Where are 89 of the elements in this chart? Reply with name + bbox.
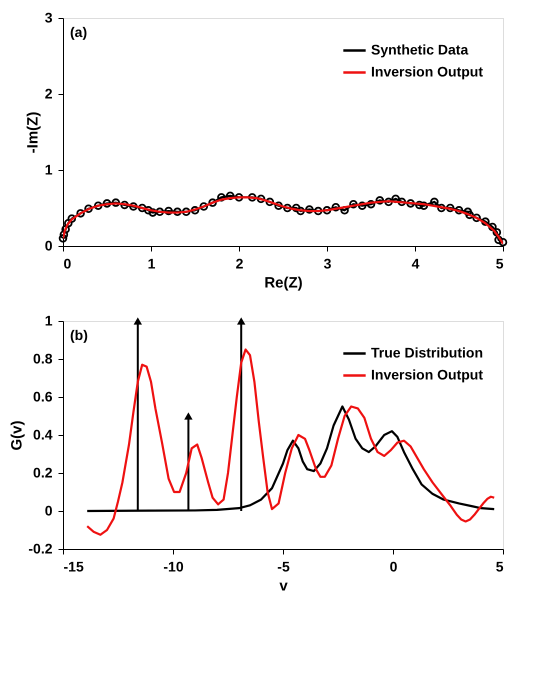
y-tick-label: 0 (44, 238, 53, 254)
x-tick-label: -10 (163, 558, 184, 574)
legend-label: Inversion Output (371, 366, 484, 382)
point (454, 206, 464, 215)
point (349, 200, 358, 208)
y-tick-label: -0.2 (28, 540, 53, 556)
point (481, 217, 490, 226)
x-tick-label: 5 (496, 256, 504, 272)
point (446, 204, 454, 212)
point (472, 214, 481, 222)
point (68, 214, 76, 223)
x-axis-title: v (279, 578, 288, 594)
annotation: (b) (70, 327, 88, 343)
x-tick-label: 0 (390, 558, 398, 574)
x-axis-title: Re(Z) (264, 274, 303, 292)
y-tick-label: 3 (44, 10, 53, 26)
y-tick-label: 0 (44, 502, 53, 518)
y-tick-label: 0.2 (33, 464, 53, 480)
point (182, 208, 190, 216)
point (94, 201, 102, 210)
point (296, 206, 305, 216)
x-tick-label: -15 (64, 558, 84, 574)
point (256, 194, 266, 204)
point (234, 193, 244, 202)
point (283, 204, 292, 212)
x-tick-label: 1 (148, 256, 156, 272)
point (358, 201, 366, 210)
x-tick-label: 2 (236, 256, 244, 272)
point (64, 218, 73, 228)
point (190, 206, 200, 215)
point (226, 192, 234, 200)
point (138, 204, 146, 212)
y-tick-label: 0.8 (33, 350, 53, 366)
point (322, 206, 332, 215)
point (274, 201, 283, 210)
point (173, 208, 182, 216)
point (391, 194, 400, 204)
y-tick-label: 0.4 (33, 426, 53, 442)
point (102, 199, 112, 208)
point (465, 210, 474, 220)
legend-label: True Distribution (371, 344, 483, 360)
y-tick-label: 1 (44, 312, 53, 328)
point (120, 200, 129, 210)
point (430, 198, 439, 206)
point (415, 200, 424, 210)
annotation: (a) (70, 24, 88, 40)
point (488, 222, 497, 232)
point (420, 201, 428, 210)
point (464, 208, 472, 216)
x-tick-label: 4 (412, 256, 420, 272)
point (84, 204, 93, 214)
point (144, 206, 153, 215)
point (376, 196, 384, 205)
point (492, 228, 502, 237)
x-tick-label: -5 (277, 558, 290, 574)
point (248, 193, 256, 202)
point (112, 198, 120, 207)
point (305, 205, 314, 214)
point (292, 204, 300, 212)
x-tick-label: 3 (324, 256, 332, 272)
y-axis-title: G(v) (8, 420, 26, 450)
point (156, 208, 164, 216)
point (129, 202, 138, 211)
point (398, 198, 406, 206)
point (148, 208, 158, 217)
point (76, 209, 85, 218)
point (60, 230, 68, 239)
point (200, 202, 208, 211)
y-tick-label: 2 (44, 86, 53, 102)
legend-label: Synthetic Data (371, 42, 468, 58)
point (384, 198, 393, 206)
point (332, 202, 340, 212)
point (340, 206, 349, 215)
point (437, 204, 446, 212)
y-axis-title: -Im(Z) (24, 112, 42, 154)
point (406, 199, 415, 208)
point (366, 200, 376, 208)
x-tick-label: 0 (64, 256, 72, 272)
legend-label: Inversion Output (371, 64, 484, 80)
x-tick-label: 5 (496, 558, 504, 574)
point (217, 193, 226, 202)
point (164, 206, 173, 216)
point (61, 225, 70, 234)
y-tick-label: 0.6 (33, 388, 53, 404)
point (266, 198, 274, 206)
point (314, 206, 322, 216)
y-tick-label: 1 (44, 162, 53, 178)
point (208, 198, 217, 207)
line-series (86, 348, 496, 536)
